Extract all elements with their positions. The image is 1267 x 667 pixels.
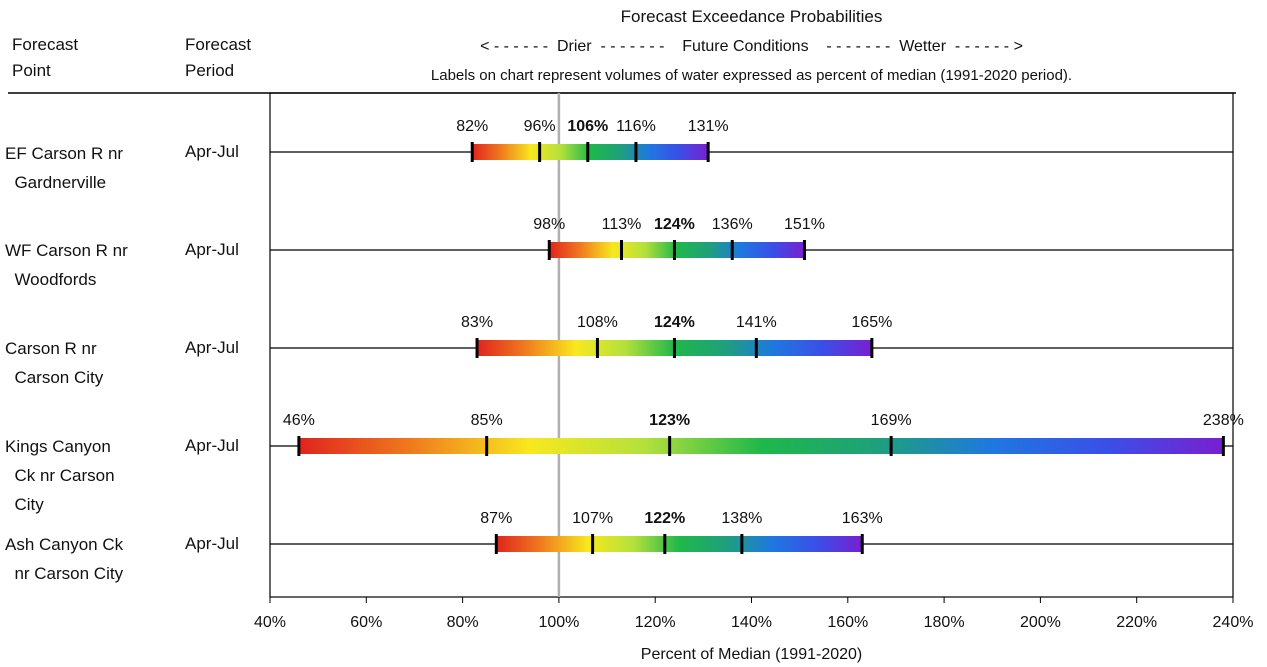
x-tick-label: 180% <box>924 614 965 631</box>
data-label: 169% <box>871 412 912 429</box>
forecast-point-label: Kings Canyon Ck nr Carson City <box>5 437 115 514</box>
forecast-point-label: Ash Canyon Ck nr Carson City <box>5 535 124 583</box>
data-label: 123% <box>649 412 690 429</box>
data-label: 124% <box>654 216 695 233</box>
column-header-forecast-point: Forecast Point <box>12 35 79 80</box>
data-label: 85% <box>471 412 503 429</box>
data-label: 106% <box>567 118 608 135</box>
x-axis-label: Percent of Median (1991-2020) <box>641 646 862 663</box>
data-label: 98% <box>533 216 565 233</box>
chart-title: Forecast Exceedance Probabilities <box>620 7 883 26</box>
forecast-period-label: Apr-Jul <box>185 338 239 357</box>
data-label: 141% <box>736 314 777 331</box>
forecast-point-label: WF Carson R nr Woodfords <box>5 241 128 289</box>
data-label: 96% <box>524 118 556 135</box>
data-label: 122% <box>644 510 685 527</box>
data-label: 107% <box>572 510 613 527</box>
x-tick-label: 100% <box>538 614 579 631</box>
data-label: 163% <box>842 510 883 527</box>
data-label: 138% <box>721 510 762 527</box>
data-label: 116% <box>616 118 656 135</box>
data-label: 165% <box>851 314 892 331</box>
exceedance-bar <box>549 242 805 258</box>
data-label: 87% <box>480 510 512 527</box>
forecast-period-label: Apr-Jul <box>185 142 239 161</box>
data-label: 108% <box>577 314 618 331</box>
data-label: 46% <box>283 412 315 429</box>
data-label: 113% <box>602 216 642 233</box>
data-label: 83% <box>461 314 493 331</box>
x-tick-label: 140% <box>731 614 772 631</box>
direction-legend: < - - - - - - Drier - - - - - - - Future… <box>480 38 1023 55</box>
x-tick-label: 80% <box>447 614 479 631</box>
exceedance-bar <box>298 438 1224 454</box>
data-label: 82% <box>456 118 488 135</box>
forecast-point-label: EF Carson R nr Gardnerville <box>5 144 124 192</box>
forecast-period-label: Apr-Jul <box>185 534 239 553</box>
forecast-period-label: Apr-Jul <box>185 436 239 455</box>
x-tick-label: 60% <box>350 614 382 631</box>
data-label: 131% <box>688 118 729 135</box>
data-label: 136% <box>712 216 753 233</box>
x-tick-label: 40% <box>254 614 286 631</box>
data-label: 124% <box>654 314 695 331</box>
exceedance-bar <box>496 536 863 552</box>
forecast-period-label: Apr-Jul <box>185 240 239 259</box>
exceedance-bar <box>472 144 709 160</box>
x-tick-label: 120% <box>635 614 676 631</box>
x-tick-label: 220% <box>1116 614 1157 631</box>
data-label: 238% <box>1203 412 1244 429</box>
x-tick-label: 160% <box>827 614 868 631</box>
x-tick-label: 200% <box>1020 614 1061 631</box>
column-header-forecast-period: Forecast Period <box>185 35 252 80</box>
data-label: 151% <box>784 216 825 233</box>
forecast-point-label: Carson R nr Carson City <box>5 339 104 387</box>
x-tick-label: 240% <box>1213 614 1254 631</box>
chart-note: Labels on chart represent volumes of wat… <box>430 67 1073 84</box>
